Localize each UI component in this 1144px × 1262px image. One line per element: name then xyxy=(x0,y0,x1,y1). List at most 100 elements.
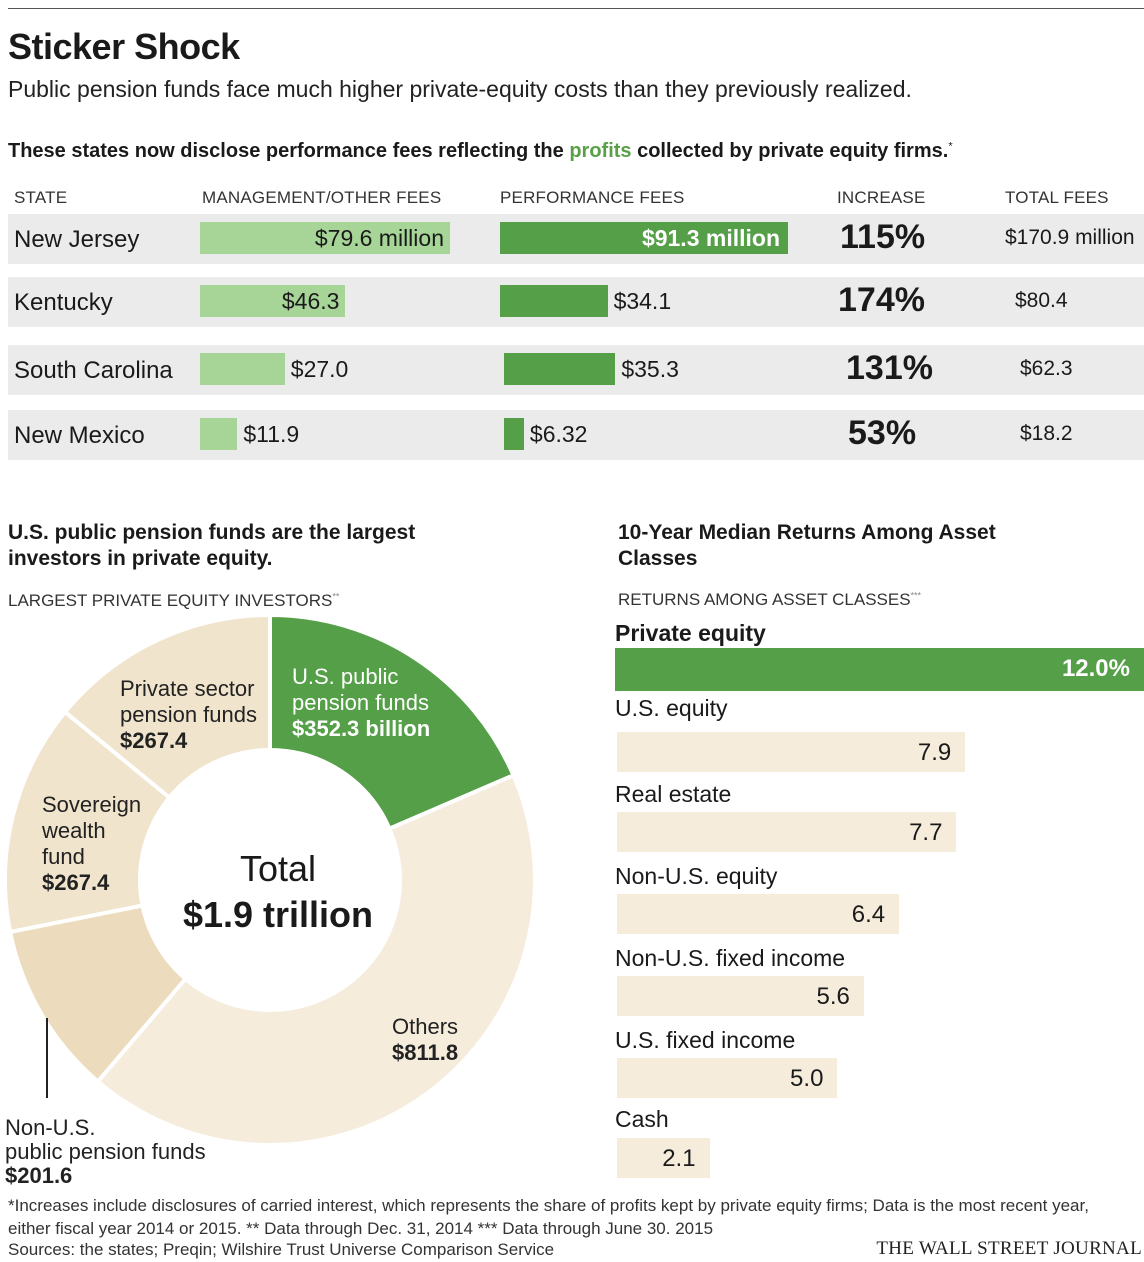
total-fees-value: $170.9 million xyxy=(1005,226,1135,249)
return-bar xyxy=(617,976,864,1016)
pie-label-private-sector: Private sector pension funds $267.4 xyxy=(120,676,257,754)
returns-subtitle: RETURNS AMONG ASSET CLASSES*** xyxy=(618,590,921,610)
total-fees-value: $18.2 xyxy=(1020,422,1073,445)
top-rule xyxy=(8,8,1144,9)
return-category-label: Private equity xyxy=(615,620,766,646)
perf-fee-bar xyxy=(504,353,616,385)
increase-value: 53% xyxy=(848,414,917,452)
pie-label-non-us-value: $201.6 xyxy=(5,1163,73,1188)
increase-value: 131% xyxy=(846,349,933,387)
pie-label-others-value: $811.8 xyxy=(392,1040,459,1065)
fees-row: South Carolina $27.0 $35.3 131% $62.3 xyxy=(8,345,1144,395)
return-bar xyxy=(617,812,957,852)
pie-label-non-us-public: Non-U.S. public pension funds $201.6 xyxy=(5,1116,206,1188)
sources: Sources: the states; Preqin; Wilshire Tr… xyxy=(8,1240,555,1259)
increase-value: 115% xyxy=(840,218,926,256)
heading-footnote-mark: * xyxy=(948,140,953,153)
donut-total-value: $1.9 trillion xyxy=(182,894,374,935)
col-header-state: STATE xyxy=(14,188,68,207)
mgmt-fee-label: $11.9 xyxy=(243,421,300,447)
return-bar xyxy=(617,732,966,772)
investors-donut-chart xyxy=(3,612,538,1148)
page-subtitle: Public pension funds face much higher pr… xyxy=(8,76,912,102)
return-value-label: 12.0% xyxy=(1061,655,1130,682)
perf-fee-label: $6.32 xyxy=(529,421,588,447)
pie-label-private-line1: Private sector xyxy=(120,676,255,701)
col-header-increase: INCREASE xyxy=(837,188,926,207)
return-value-label: 7.7 xyxy=(909,819,943,846)
fees-row: New Mexico $11.9 $6.32 53% $18.2 xyxy=(8,410,1144,460)
perf-fee-bar xyxy=(500,285,608,317)
returns-title: 10-Year Median Returns Among Asset Class… xyxy=(618,521,996,570)
pie-label-sovereign-line1: Sovereign xyxy=(42,792,142,817)
perf-fee-label: $91.3 million xyxy=(641,225,780,251)
perf-fee-label: $35.3 xyxy=(621,356,679,382)
heading-highlight: profits xyxy=(569,140,632,162)
non-us-leader-line xyxy=(46,1018,48,1098)
mgmt-fee-bar xyxy=(200,353,285,385)
pie-label-others: Others $811.8 xyxy=(392,1014,458,1066)
col-header-perf: PERFORMANCE FEES xyxy=(500,188,685,207)
state-name: New Mexico xyxy=(14,422,145,449)
mgmt-fee-label: $79.6 million xyxy=(314,225,444,251)
slice-us-public xyxy=(268,612,517,832)
pie-label-sovereign-line3: fund xyxy=(42,844,85,869)
return-category-label: Cash xyxy=(615,1106,669,1132)
pie-label-others-line1: Others xyxy=(392,1014,459,1039)
return-value-label: 6.4 xyxy=(851,901,886,928)
pie-label-us-public-line1: U.S. public xyxy=(292,664,399,689)
mgmt-fee-label: $46.3 xyxy=(281,288,340,314)
state-name: Kentucky xyxy=(14,289,113,316)
return-value-label: 2.1 xyxy=(662,1145,696,1172)
increase-value: 174% xyxy=(838,281,925,319)
mgmt-fee-bar xyxy=(200,222,450,254)
col-header-total: TOTAL FEES xyxy=(1005,188,1109,207)
perf-fee-bar xyxy=(500,222,788,254)
slice-others xyxy=(95,772,538,1148)
mgmt-fee-bar xyxy=(200,418,238,450)
footnote: *Increases include disclosures of carrie… xyxy=(8,1196,1089,1238)
state-name: New Jersey xyxy=(14,226,140,253)
page-title: Sticker Shock xyxy=(8,26,240,67)
col-header-mgmt: MANAGEMENT/OTHER FEES xyxy=(202,188,442,207)
perf-fee-label: $34.1 xyxy=(613,288,672,314)
state-name: South Carolina xyxy=(14,357,173,384)
fees-table-heading: These states now disclose performance fe… xyxy=(8,140,953,163)
pie-label-sovereign-value: $267.4 xyxy=(42,870,110,895)
investors-subtitle-mark: ** xyxy=(332,591,340,602)
mgmt-fee-bar xyxy=(200,285,346,317)
investors-title: U.S. public pension funds are the larges… xyxy=(8,521,416,570)
slice-sovereign xyxy=(3,709,173,935)
return-bar xyxy=(617,1138,710,1178)
return-category-label: U.S. equity xyxy=(615,695,728,721)
returns-subtitle-text: RETURNS AMONG ASSET CLASSES xyxy=(618,590,911,609)
return-value-label: 7.9 xyxy=(917,739,952,766)
mgmt-fee-label: $27.0 xyxy=(290,356,349,382)
return-category-label: U.S. fixed income xyxy=(615,1027,796,1053)
return-value-label: 5.6 xyxy=(816,983,850,1010)
heading-pre: These states now disclose performance fe… xyxy=(8,140,570,162)
return-bar xyxy=(617,894,900,934)
pie-label-private-value: $267.4 xyxy=(120,728,188,753)
fees-row: New Jersey $79.6 million $91.3 million 115%… xyxy=(8,214,1144,264)
pie-label-sovereign-line2: wealth xyxy=(42,818,106,843)
return-value-label: 5.0 xyxy=(790,1065,824,1092)
pie-label-non-us-line1: Non-U.S. xyxy=(5,1115,96,1140)
pie-label-us-public-line2: pension funds xyxy=(292,690,429,715)
perf-fee-bar xyxy=(504,418,524,450)
return-category-label: Non-U.S. equity xyxy=(615,863,778,889)
return-bar xyxy=(615,648,1144,691)
investors-subtitle: LARGEST PRIVATE EQUITY INVESTORS** xyxy=(8,591,339,611)
slice-private-sector xyxy=(62,612,272,801)
investors-subtitle-text: LARGEST PRIVATE EQUITY INVESTORS xyxy=(8,591,333,610)
returns-subtitle-mark: *** xyxy=(910,590,922,601)
return-bar xyxy=(617,1058,838,1098)
heading-post: collected by private equity firms. xyxy=(631,140,949,162)
pie-label-us-public: U.S. public pension funds $352.3 billion xyxy=(292,664,430,742)
pie-label-sovereign: Sovereign wealth fund $267.4 xyxy=(42,792,141,896)
return-category-label: Non-U.S. fixed income xyxy=(615,945,846,971)
donut-total-label: Total xyxy=(239,848,317,889)
pie-label-non-us-line2: public pension funds xyxy=(5,1139,206,1164)
total-fees-value: $80.4 xyxy=(1015,289,1068,312)
publisher-logo: THE WALL STREET JOURNAL xyxy=(876,1238,1142,1259)
